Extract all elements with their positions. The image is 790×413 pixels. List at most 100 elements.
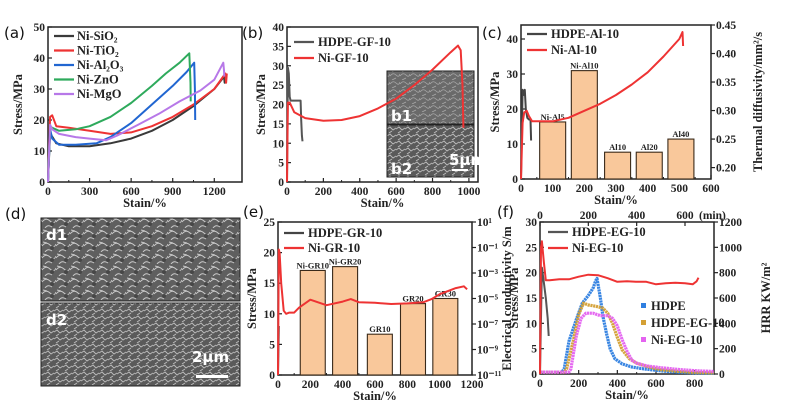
panel-label-a: (a) — [4, 24, 25, 42]
y2-tick-label: 0.20 — [716, 163, 736, 175]
x-tick-label: 600 — [366, 379, 384, 391]
legend-label: Ni-GF-10 — [318, 51, 369, 65]
series-line-ni-eg-10 — [539, 240, 700, 375]
x-tick-label: 200 — [570, 378, 588, 390]
hrr-legend-label: HDPE-EG-10 — [651, 316, 725, 330]
y2-tick-label: 0.45 — [716, 20, 736, 32]
x-axis-label: Stain/% — [353, 389, 397, 403]
inset-image-b2 — [386, 124, 475, 178]
y-tick-label: 20 — [34, 115, 46, 127]
legend-label: HDPE-EG-10 — [572, 225, 646, 239]
x-tick-label: 200 — [576, 183, 594, 195]
y-axis-label: Stress/MPa — [245, 267, 259, 329]
y2-tick-label: 10⁻⁵ — [477, 294, 499, 306]
series-line-ni-gr-10 — [277, 248, 468, 376]
panel-f-chart: 0 200 400 600 800 0 5 10 15 20 25 30 Stain/% Stress/M… — [507, 210, 773, 402]
y2-tick-label: 0.40 — [716, 49, 736, 61]
x-tick-label: 900 — [164, 186, 182, 198]
x-tick-label: 0 — [45, 186, 51, 198]
y-tick-label: 10 — [264, 309, 276, 321]
panel-b-chart: 0 200 400 600 800 1000 0 5 10 15 20 25 30 35 40 Stain/%… — [254, 22, 486, 210]
inset-label-b2: b2 — [391, 160, 412, 178]
bar-label: Ni-Al10 — [570, 61, 598, 71]
y-tick-label: 10 — [34, 146, 46, 158]
bar-label: GR30 — [435, 289, 456, 299]
x-tick-label: 100 — [544, 183, 562, 195]
panel-label-d: (d) — [5, 205, 26, 223]
x-tick-label: 800 — [686, 378, 704, 390]
y2-tick-label: 0.25 — [716, 134, 736, 146]
x-tick-label: 1200 — [203, 186, 226, 198]
x2-tick-label: 400 — [628, 210, 646, 222]
legend-label: Ni-GR-10 — [308, 241, 360, 255]
x-tick-label: 400 — [639, 183, 657, 195]
panel-label-c: (c) — [482, 24, 502, 42]
bar-ni-al5 — [539, 121, 567, 180]
series-line-ni-mgo — [47, 61, 226, 183]
legend-label: HDPE-Al-10 — [551, 27, 619, 41]
x-axis-label: Stain/% — [594, 193, 638, 207]
y2-tick-label: 10⁻¹¹ — [477, 370, 501, 382]
y-tick-label: 25 — [264, 217, 276, 229]
y-axis-label: Stress/MPa — [254, 73, 268, 135]
y2-tick-label: 0.35 — [716, 77, 736, 89]
scale-bar-label-d: 2μm — [192, 348, 229, 366]
y-tick-label: 30 — [507, 69, 519, 81]
sem-image-d2 — [40, 302, 241, 387]
series-line-ni-tio2 — [47, 72, 228, 183]
sem-label-d2: d2 — [46, 311, 67, 329]
sem-label-d1: d1 — [46, 226, 67, 244]
bar-label: GR10 — [369, 324, 390, 334]
y2-tick-label: 1000 — [719, 242, 742, 254]
x-tick-label: 800 — [424, 186, 442, 198]
y-tick-label: 20 — [507, 104, 519, 116]
legend-label: Ni-MgO — [77, 87, 122, 101]
hrr-legend-marker — [641, 320, 646, 325]
y-axis-label: Stress/MPa — [11, 73, 25, 135]
x-tick-label: 0 — [518, 183, 524, 195]
panel-d-images: d1 d2 2μm — [40, 217, 241, 387]
y-tick-label: 20 — [264, 248, 276, 260]
bar-label: Al10 — [609, 142, 626, 152]
panel-label-b: (b) — [242, 24, 263, 42]
y-tick-label: 25 — [526, 242, 538, 254]
bar-gr30 — [432, 297, 459, 376]
x-tick-label: 300 — [607, 183, 625, 195]
x-tick-label: 600 — [388, 186, 406, 198]
series-line-ni-al-10 — [520, 31, 685, 180]
y-tick-label: 50 — [34, 22, 46, 34]
inset-scale-label-b2: 5μm — [449, 151, 486, 169]
y2-tick-label: 600 — [719, 293, 737, 305]
y-tick-label: 10 — [273, 138, 285, 150]
y-tick-label: 20 — [273, 100, 285, 112]
y-tick-label: 0 — [278, 177, 284, 189]
x-tick-label: 800 — [399, 379, 417, 391]
y-tick-label: 20 — [526, 268, 538, 280]
x-tick-label: 0 — [284, 186, 290, 198]
x-tick-label: 200 — [315, 186, 333, 198]
panel-label-f: (f) — [497, 203, 514, 221]
bar-ni-gr20 — [332, 266, 359, 376]
y-tick-label: 10 — [526, 318, 538, 330]
y-tick-label: 5 — [269, 339, 275, 351]
y-tick-label: 30 — [526, 217, 538, 229]
x-tick-label: 0 — [537, 378, 543, 390]
series-line-hdpe-gf-10 — [286, 66, 304, 183]
x-axis-label: Stain/% — [605, 388, 649, 402]
x-axis-label: Stain/% — [361, 196, 405, 210]
x-tick-label: 600 — [647, 378, 665, 390]
y-tick-label: 30 — [34, 84, 46, 96]
panel-a-chart: 0 300 600 900 1200 0 10 20 30 40 50 Stain/% Stress/M… — [11, 22, 243, 210]
x-tick-label: 200 — [302, 379, 320, 391]
y2-tick-label: 10¹ — [477, 217, 492, 229]
x2-tick-label: 600 — [676, 210, 694, 222]
plot-frame — [47, 26, 243, 183]
y2-tick-label: 400 — [719, 318, 737, 330]
panel-label-e: (e) — [243, 203, 264, 221]
panel-e-chart: 0 200 400 600 800 1000 1200 0 5 10 15 20 25 Stain/% St… — [245, 217, 514, 403]
hrr-legend-marker — [641, 303, 646, 308]
y2-axis-label: Electrical conductivity S/m — [500, 226, 514, 371]
y2-tick-label: 10⁻⁷ — [477, 319, 499, 331]
x2-tick-label: 200 — [580, 210, 598, 222]
